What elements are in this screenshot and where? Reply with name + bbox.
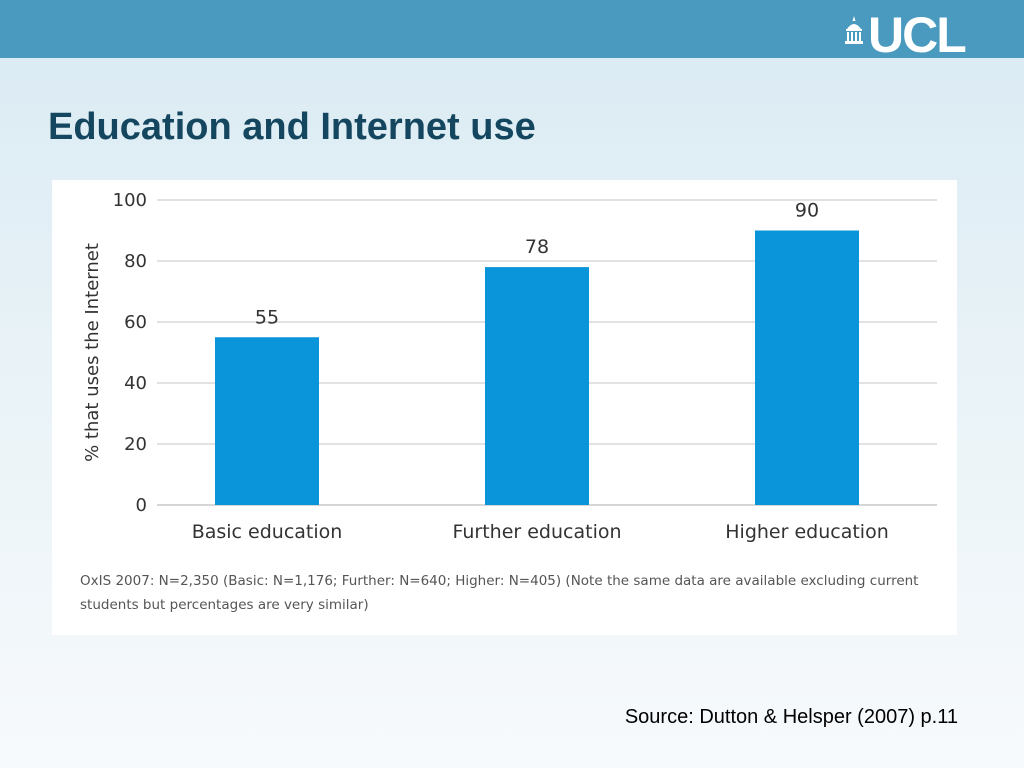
portico-dome-icon <box>845 16 863 44</box>
bar <box>755 230 859 505</box>
bar-value-label: 90 <box>795 200 819 222</box>
y-axis-label: % that uses the Internet <box>82 243 103 462</box>
bar-value-label: 78 <box>525 236 549 258</box>
bar <box>215 337 319 505</box>
y-tick-label: 80 <box>124 251 147 272</box>
y-tick-label: 0 <box>136 495 147 516</box>
chart-panel: 0 20 40 60 80 100 % that uses the Internet 55 Ba… <box>52 180 957 635</box>
y-tick-label: 100 <box>113 190 147 211</box>
logo-text: UCL <box>868 7 967 63</box>
slide-title: Education and Internet use <box>48 106 536 148</box>
ucl-logo: UCL <box>844 7 994 63</box>
bar-chart: 0 20 40 60 80 100 % that uses the Internet 55 Ba… <box>82 190 937 543</box>
x-tick-label: Higher education <box>725 521 889 543</box>
source-citation: Source: Dutton & Helsper (2007) p.11 <box>624 706 958 728</box>
chart-note: OxIS 2007: N=2,350 (Basic: N=1,176; Furt… <box>80 573 919 613</box>
y-tick-label: 40 <box>124 373 147 394</box>
x-tick-label: Further education <box>452 521 621 543</box>
y-tick-label: 20 <box>124 434 147 455</box>
bar <box>485 267 589 505</box>
bar-value-label: 55 <box>255 306 279 328</box>
y-tick-label: 60 <box>124 312 147 333</box>
x-tick-label: Basic education <box>192 521 343 543</box>
